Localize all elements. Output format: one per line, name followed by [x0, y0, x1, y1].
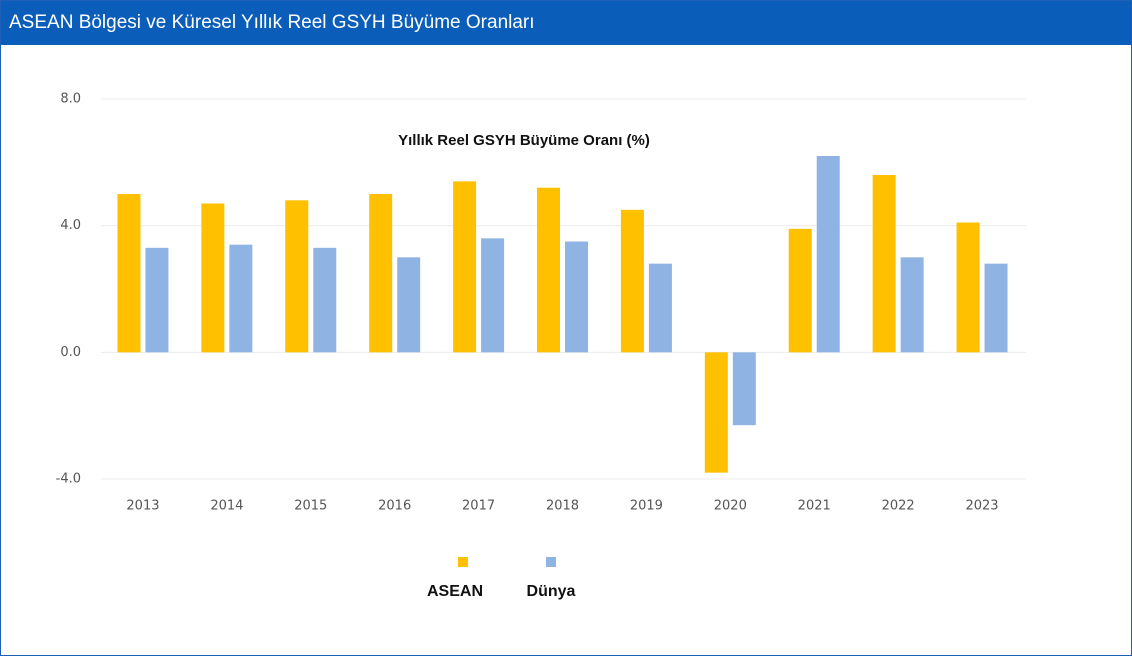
- panel-header: ASEAN Bölgesi ve Küresel Yıllık Reel GSY…: [1, 1, 1131, 45]
- x-tick-label: 2022: [882, 499, 915, 514]
- bar: [565, 241, 588, 353]
- bar: [313, 247, 337, 353]
- bar: [397, 257, 421, 353]
- bar: [453, 181, 477, 353]
- bar: [145, 247, 169, 353]
- x-tick-label: 2014: [210, 499, 243, 514]
- bar: [369, 194, 393, 353]
- x-tick-label: 2017: [462, 499, 495, 514]
- x-tick-label: 2013: [126, 499, 159, 514]
- x-tick-label: 2018: [546, 499, 579, 514]
- bar: [537, 187, 560, 353]
- bar: [872, 175, 896, 353]
- bar: [900, 257, 924, 353]
- bar: [732, 352, 756, 426]
- chart-title: Yıllık Reel GSYH Büyüme Oranı (%): [398, 132, 650, 149]
- bar: [816, 156, 840, 353]
- y-tick-label: 8.0: [60, 92, 81, 107]
- bar: [229, 244, 253, 353]
- bar: [201, 203, 225, 353]
- bar: [788, 228, 812, 353]
- bar: [648, 263, 672, 353]
- x-tick-label: 2023: [965, 499, 998, 514]
- bar: [956, 222, 980, 353]
- x-tick-label: 2019: [630, 499, 663, 514]
- x-tick-label: 2020: [714, 499, 747, 514]
- legend-swatch: [546, 557, 556, 567]
- legend-label: Dünya: [527, 583, 576, 600]
- bar: [117, 194, 141, 353]
- x-tick-label: 2021: [798, 499, 831, 514]
- x-tick-label: 2015: [294, 499, 327, 514]
- y-tick-label: 4.0: [60, 218, 81, 233]
- legend-label: ASEAN: [427, 583, 483, 600]
- legend-swatch: [458, 557, 468, 567]
- bar: [984, 263, 1008, 353]
- x-tick-label: 2016: [378, 499, 411, 514]
- bar: [481, 238, 505, 353]
- bar: [285, 200, 309, 353]
- bar: [704, 352, 728, 473]
- y-tick-label: 0.0: [60, 345, 81, 360]
- y-tick-label: -4.0: [56, 472, 81, 487]
- bar: [620, 209, 644, 353]
